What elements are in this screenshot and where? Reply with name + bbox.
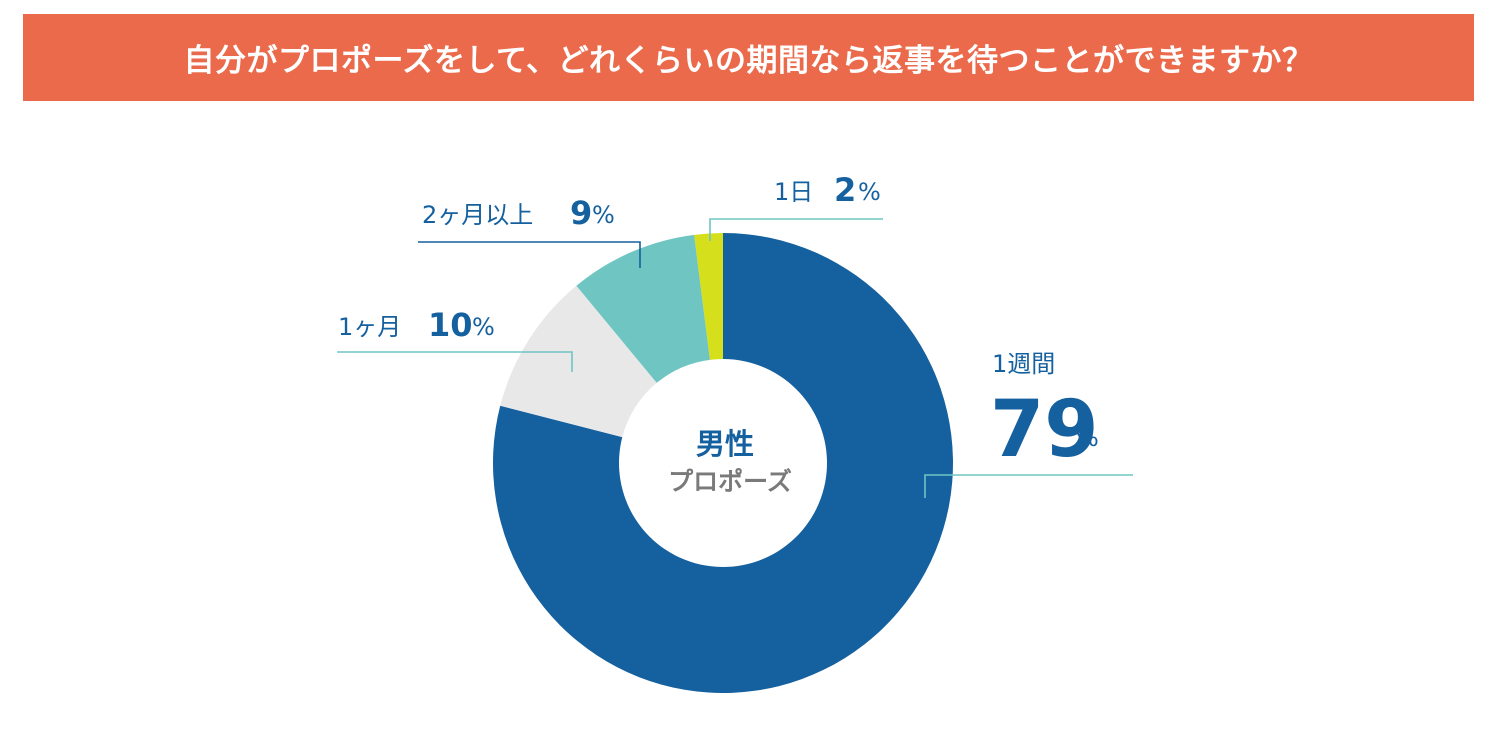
pct-2months: 9 <box>570 194 592 232</box>
slice-2 <box>576 234 710 383</box>
chart-title: 自分がプロポーズをして、どれくらいの期間なら返事を待つことができますか？ <box>183 43 1314 79</box>
leader-line-1month <box>337 351 573 372</box>
pct-1day: 2 <box>834 171 856 209</box>
center-subtitle: プロポーズ <box>668 467 792 496</box>
slice-0 <box>493 233 953 693</box>
title-banner: 自分がプロポーズをして、どれくらいの期間なら返事を待つことができますか？ <box>23 14 1474 101</box>
pct-1month: 10 <box>428 306 473 344</box>
pct-sign-2months: % <box>592 201 615 229</box>
center-title: 男性 <box>696 427 754 461</box>
leader-line-2months <box>418 241 641 268</box>
leader-line-1week <box>924 474 1133 498</box>
slice-3 <box>694 233 723 360</box>
pct-1week: 79 <box>990 385 1099 475</box>
label-1day: 1日 <box>774 178 813 206</box>
slices-group <box>493 233 953 693</box>
pct-sign-1week: % <box>1076 424 1099 452</box>
pct-sign-1day: % <box>858 178 881 206</box>
label-1week: 1週間 <box>992 350 1055 378</box>
slice-1 <box>500 285 657 438</box>
pct-sign-1month: % <box>472 313 495 341</box>
label-1month: 1ヶ月 <box>338 313 401 341</box>
label-2months: 2ヶ月以上 <box>422 201 533 229</box>
leader-line-1day <box>709 218 883 241</box>
